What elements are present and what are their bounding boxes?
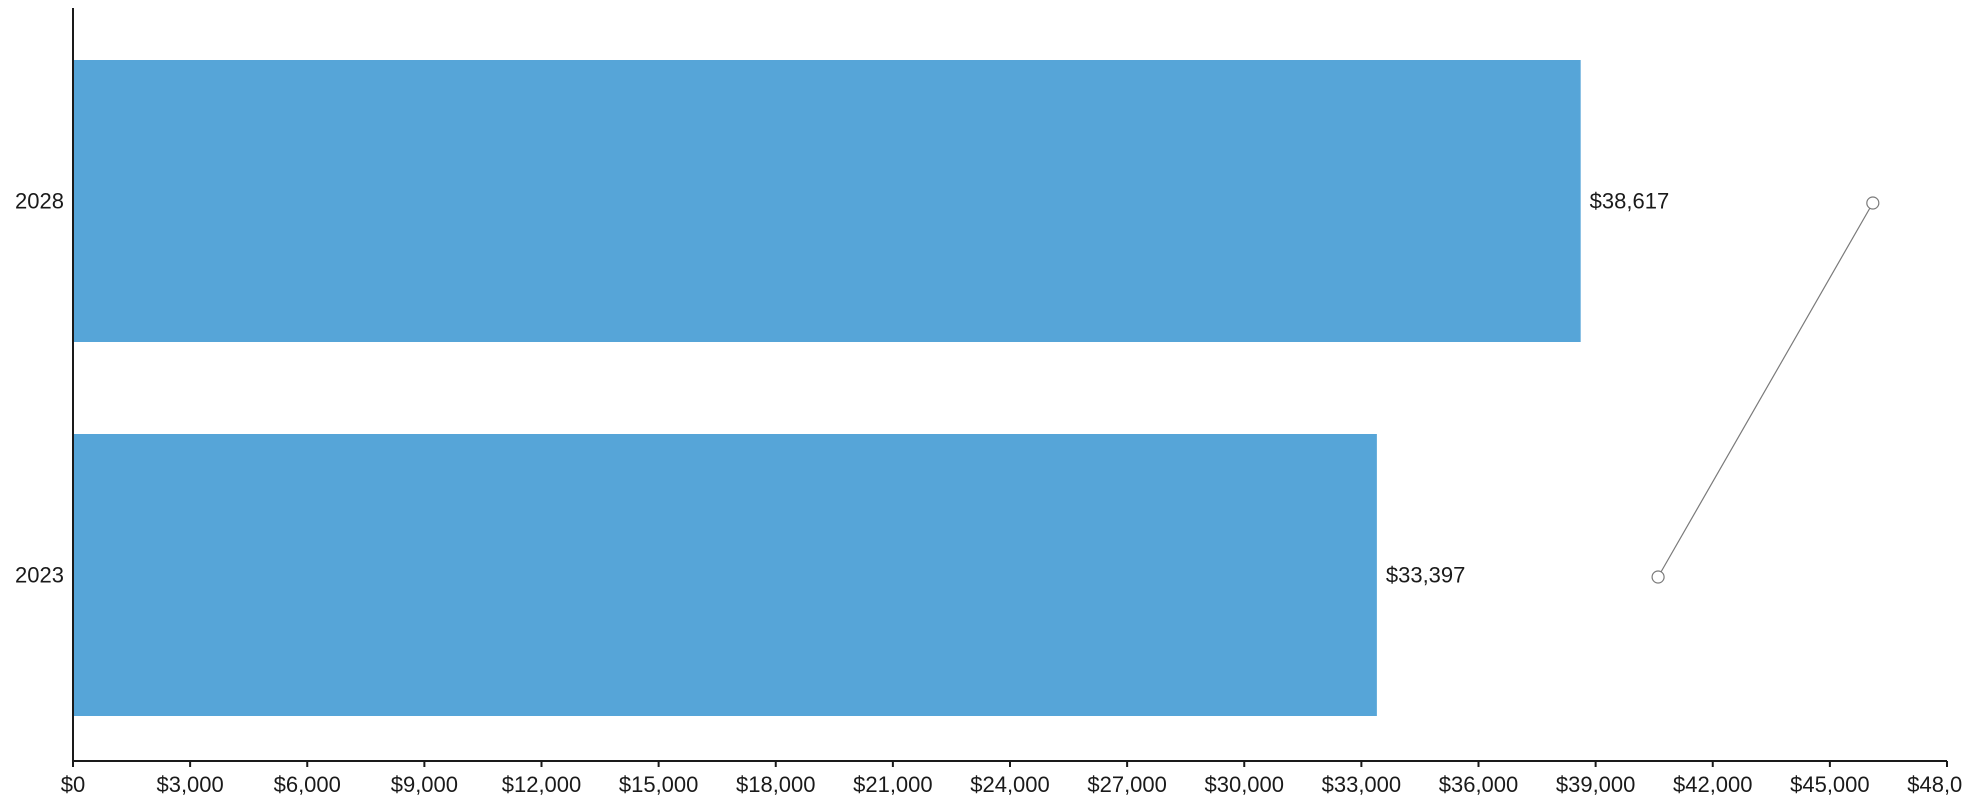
x-tick-label: $9,000 bbox=[391, 772, 458, 797]
trend-layer bbox=[1651, 196, 1880, 584]
x-tick-label: $48,000 bbox=[1907, 772, 1962, 797]
x-tick-label: $24,000 bbox=[970, 772, 1050, 797]
trend-point-2028 bbox=[1866, 196, 1880, 210]
x-tick-label: $27,000 bbox=[1087, 772, 1167, 797]
bars-layer bbox=[73, 60, 1581, 716]
x-tick-label: $39,000 bbox=[1556, 772, 1636, 797]
trend-point-2023 bbox=[1651, 570, 1665, 584]
x-tick-label: $12,000 bbox=[502, 772, 582, 797]
category-label-2023: 2023 bbox=[15, 563, 64, 588]
x-tick-label: $6,000 bbox=[274, 772, 341, 797]
x-tick-label: $0 bbox=[61, 772, 85, 797]
x-tick-label: $42,000 bbox=[1673, 772, 1753, 797]
x-tick-label: $36,000 bbox=[1439, 772, 1519, 797]
value-label-2028: $38,617 bbox=[1590, 189, 1670, 214]
x-tick-label: $3,000 bbox=[156, 772, 223, 797]
x-tick-label: $18,000 bbox=[736, 772, 816, 797]
x-tick-label: $45,000 bbox=[1790, 772, 1870, 797]
trend-line bbox=[1657, 202, 1874, 578]
x-tick-label: $33,000 bbox=[1322, 772, 1402, 797]
value-label-2023: $33,397 bbox=[1386, 563, 1466, 588]
y-axis-categories: 2028 2023 bbox=[15, 189, 64, 588]
category-label-2028: 2028 bbox=[15, 189, 64, 214]
value-labels: $38,617 $33,397 bbox=[1386, 189, 1669, 588]
x-axis-ticks: $0 $3,000 $6,000 $9,000 $12,000 $15,000 $18,00… bbox=[61, 761, 1962, 797]
x-tick-label: $21,000 bbox=[853, 772, 933, 797]
bar-2023 bbox=[73, 434, 1377, 716]
x-tick-label: $30,000 bbox=[1204, 772, 1284, 797]
x-tick-label: $15,000 bbox=[619, 772, 699, 797]
bar-2028 bbox=[73, 60, 1581, 342]
